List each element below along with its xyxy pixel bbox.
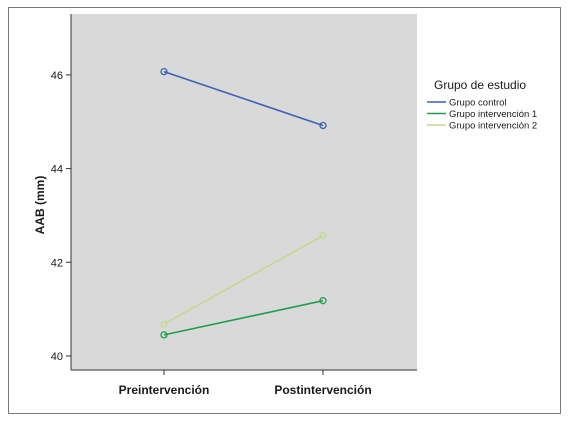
data-point [319,121,327,130]
data-point [319,231,327,240]
y-tick-label: 40 [51,351,63,363]
series-line [163,234,324,325]
series-3 [160,231,327,328]
series-2 [160,297,327,339]
x-tick-label: Preintervención [119,383,210,397]
y-tick-label: 42 [51,257,63,269]
data-point [160,331,168,339]
x-tick-label: Postintervención [274,383,371,397]
legend-label: Grupo control [449,98,507,109]
series-group [160,67,327,339]
legend-item: Grupo intervención 1 [427,109,537,120]
y-axis-title: AAB (mm) [33,176,47,235]
series-line [163,299,324,336]
legend-item: Grupo control [427,98,507,109]
y-ticks: 40 42 44 46 [51,70,71,363]
axes [70,14,417,371]
y-tick-label: 44 [51,164,63,176]
data-point [160,320,168,328]
plot-area [71,14,417,370]
x-ticks: Preintervención Postintervención [119,370,372,397]
legend-item: Grupo intervención 2 [427,121,537,132]
legend-title: Grupo de estudio [434,78,526,92]
data-point [160,67,168,76]
series-1 [160,67,327,130]
legend-label: Grupo intervención 2 [449,121,537,132]
series-line [163,70,324,127]
data-point [319,297,327,305]
y-tick-label: 46 [51,70,63,82]
legend-label: Grupo intervención 1 [449,109,537,120]
